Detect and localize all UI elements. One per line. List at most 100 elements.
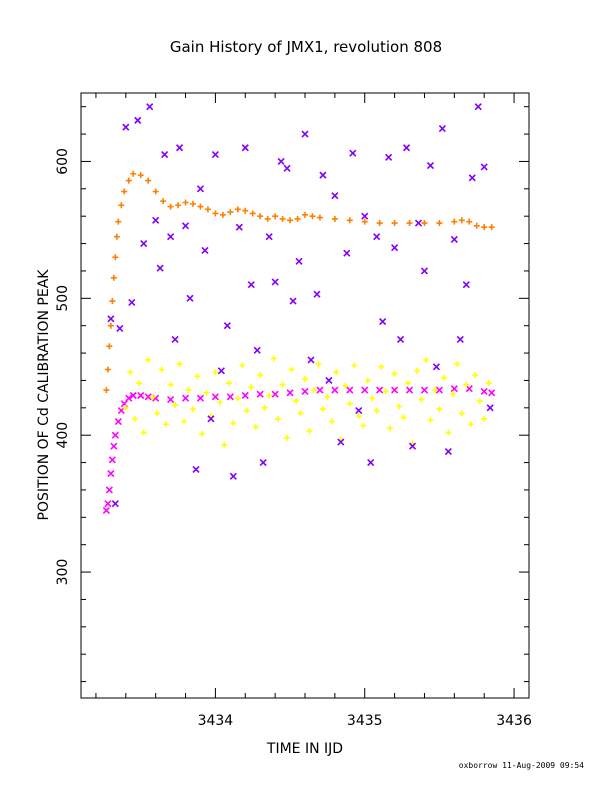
data-point [140,240,148,248]
data-point [456,335,464,343]
data-point [239,362,246,369]
data-point [207,415,215,423]
data-point [440,374,447,381]
data-point [107,315,115,323]
data-point [488,224,495,231]
data-point [167,396,175,404]
data-point [444,448,452,456]
data-point [131,415,138,422]
series-3 [107,103,494,508]
data-point [110,442,118,450]
data-point [115,218,122,225]
data-point [103,387,110,394]
data-point [190,406,196,413]
data-point [241,144,249,152]
data-point [333,369,340,376]
data-point [450,385,458,393]
data-point [445,429,452,436]
data-point [257,371,264,378]
data-point [106,343,113,350]
y-tick-label: 400 [55,422,71,449]
data-point [297,410,304,417]
data-point [397,335,405,343]
data-point [259,459,267,467]
data-point [154,410,161,417]
data-point [235,223,243,231]
tick-labels: 3434 3435 3436 300 400 500 600 [55,148,532,729]
data-point [201,246,209,254]
data-point [369,395,376,402]
data-point [137,172,144,179]
data-point [125,177,132,184]
data-point [406,220,413,227]
series-0 [103,170,495,394]
data-point [152,188,159,195]
data-point [422,356,429,363]
data-point [111,500,119,508]
data-point [402,144,411,152]
data-point [426,161,435,170]
data-point [252,423,259,430]
data-point [181,222,190,230]
data-point [111,431,119,439]
data-point [229,472,237,480]
data-point [307,356,315,364]
data-point [248,384,255,391]
data-marks [102,103,496,515]
data-point [198,430,205,437]
data-point [181,394,190,402]
data-point [361,386,369,394]
data-point [113,233,120,240]
data-point [431,387,438,394]
data-point [328,418,335,425]
data-point [376,386,384,394]
data-point [436,220,443,227]
data-point [302,211,308,218]
data-point [256,390,264,398]
data-point [379,318,387,326]
data-point [161,151,169,159]
data-point [104,500,112,508]
data-point [129,391,137,400]
data-point [346,400,353,407]
data-point [481,224,488,231]
data-point [331,386,339,394]
data-point [265,233,273,241]
data-point [134,116,142,124]
data-point [118,202,125,209]
data-point [420,386,429,394]
data-point [243,407,250,414]
data-point [337,438,345,446]
data-point [364,377,371,384]
data-point [114,417,122,426]
data-point [104,366,111,373]
axis-ticks [81,93,529,698]
data-point [427,417,434,424]
data-point [167,233,175,241]
data-point [306,428,313,435]
data-point [137,391,145,400]
data-point [286,389,294,397]
data-point [289,297,297,305]
data-point [203,389,210,396]
data-point [217,367,225,375]
data-point [225,380,232,387]
data-point [146,103,154,111]
data-point [167,381,174,388]
data-point [467,421,474,428]
data-point [325,376,333,385]
data-point [194,373,201,380]
data-point [253,346,261,354]
data-point [242,207,249,214]
data-point [211,393,219,401]
data-point [270,355,277,362]
data-point [271,390,279,398]
data-point [465,385,473,393]
data-point [400,414,407,421]
data-point [361,218,368,225]
data-point [261,404,268,411]
data-point [279,381,286,388]
data-point [105,486,113,494]
data-point [315,361,322,368]
data-point [346,217,353,224]
